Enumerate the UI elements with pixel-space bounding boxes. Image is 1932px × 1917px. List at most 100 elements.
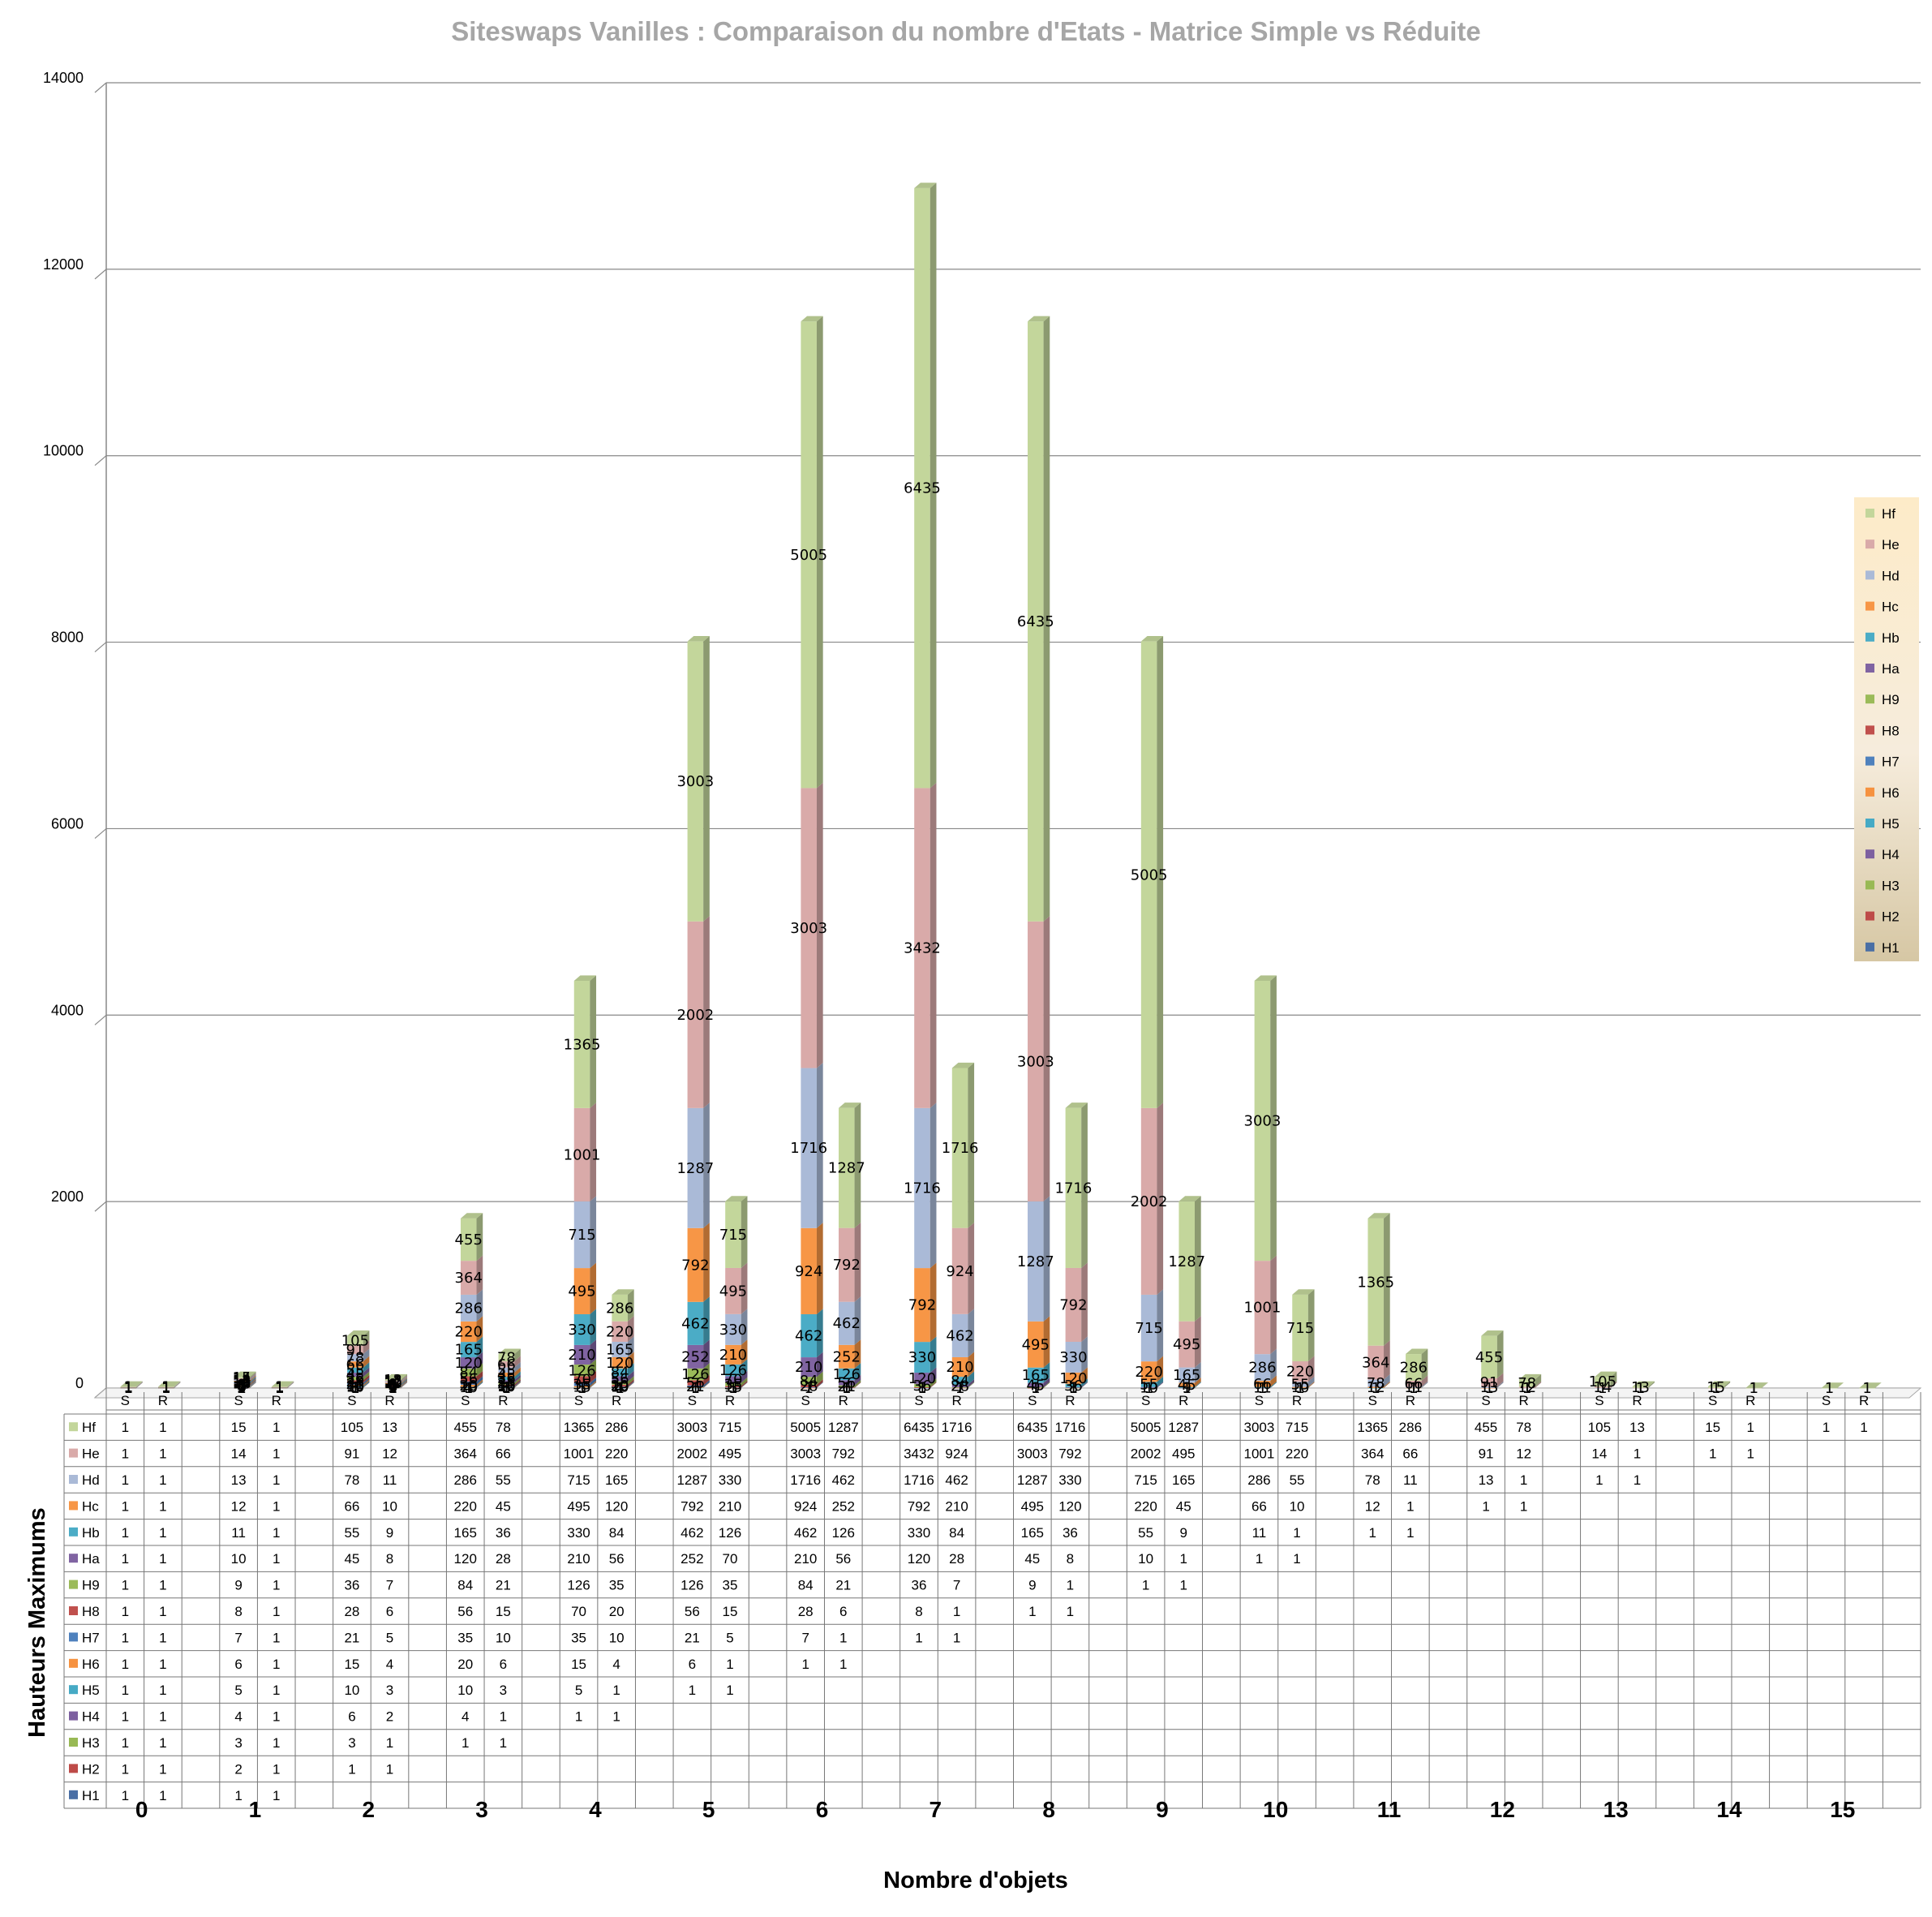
data-label-Ha-15: 28 bbox=[951, 1378, 969, 1395]
bar-segment-Hb-21 bbox=[1292, 1382, 1315, 1389]
legend-label-H4: H4 bbox=[1882, 847, 1900, 862]
bar-front bbox=[271, 1386, 288, 1387]
bar-side bbox=[816, 1062, 823, 1228]
bar-side bbox=[741, 1370, 748, 1383]
table-cell: 8 bbox=[386, 1551, 393, 1567]
bar-segment-Hc-22 bbox=[1367, 1381, 1390, 1388]
bar-side bbox=[1496, 1330, 1504, 1378]
table-cell: 1 bbox=[273, 1578, 280, 1593]
bar-side bbox=[1270, 1255, 1277, 1355]
data-label-Hb-18: 55 bbox=[1140, 1377, 1158, 1394]
bar-side bbox=[854, 1296, 861, 1345]
bar-front bbox=[498, 1367, 515, 1373]
table-cell: 126 bbox=[567, 1578, 590, 1593]
data-label-Hb-3: 1 bbox=[275, 1379, 284, 1396]
data-label-H1-2: 1 bbox=[237, 1380, 246, 1397]
data-label-He-20: 1001 bbox=[1244, 1300, 1282, 1317]
data-label-H9-10: 126 bbox=[681, 1366, 709, 1383]
data-label-H1-3: 1 bbox=[275, 1380, 284, 1397]
bar-segment-Ha-2 bbox=[234, 1378, 256, 1384]
bar-segment-Hc-4 bbox=[347, 1356, 370, 1368]
bar-front bbox=[687, 1385, 704, 1388]
table-cell: 1 bbox=[273, 1683, 280, 1698]
bar-side bbox=[1535, 1381, 1542, 1388]
table-cell: 252 bbox=[832, 1498, 855, 1514]
data-label-Hc-5: 10 bbox=[384, 1375, 402, 1392]
data-label-Ha-3: 1 bbox=[275, 1379, 284, 1396]
bar-side bbox=[136, 1382, 143, 1388]
row-key-H4 bbox=[69, 1711, 78, 1721]
bar-top bbox=[1292, 1289, 1315, 1295]
bar-front bbox=[951, 1068, 968, 1228]
bar-segment-Ha-6 bbox=[460, 1352, 483, 1369]
bar-side bbox=[854, 1382, 861, 1388]
bar-side bbox=[136, 1382, 143, 1388]
bar-segment-H6-4 bbox=[347, 1379, 370, 1386]
bar-top bbox=[1179, 1196, 1201, 1201]
bar-front bbox=[1179, 1382, 1196, 1387]
bar-segment-Hf-30 bbox=[1821, 1382, 1844, 1389]
bar-front bbox=[612, 1368, 628, 1377]
bar-segment-He-16 bbox=[1028, 916, 1050, 1201]
bar-front bbox=[460, 1387, 477, 1389]
bar-segment-Hf-7 bbox=[498, 1348, 521, 1362]
bar-side bbox=[1421, 1381, 1428, 1388]
bar-segment-Hb-12 bbox=[801, 1309, 823, 1358]
bar-side bbox=[174, 1382, 181, 1387]
data-label-Hc-4: 66 bbox=[346, 1356, 364, 1373]
group-label-9: 9 bbox=[1156, 1797, 1169, 1822]
row-key-H3 bbox=[69, 1738, 78, 1747]
table-cell: 45 bbox=[496, 1498, 511, 1514]
bar-segment-Hf-4 bbox=[347, 1330, 370, 1346]
table-cell: 105 bbox=[1588, 1420, 1611, 1435]
table-cell: 1716 bbox=[904, 1472, 934, 1488]
bar-segment-Hd-26 bbox=[1595, 1382, 1617, 1389]
row-key-H7 bbox=[69, 1632, 78, 1642]
table-cell: 220 bbox=[1286, 1446, 1308, 1462]
bar-segment-Hc-2 bbox=[234, 1375, 256, 1382]
bar-side bbox=[1648, 1382, 1655, 1388]
table-cell: 5 bbox=[386, 1630, 393, 1645]
data-label-Ha-5: 8 bbox=[389, 1377, 397, 1394]
data-label-Hc-19: 45 bbox=[1178, 1377, 1196, 1394]
table-cell: 3003 bbox=[1244, 1420, 1275, 1435]
legend-key-Hc bbox=[1865, 601, 1874, 611]
bar-segment-H8-6 bbox=[460, 1370, 483, 1382]
bar-segment-Hf-29 bbox=[1745, 1382, 1768, 1389]
bar-segment-Hb-4 bbox=[347, 1362, 370, 1373]
legend-label-H2: H2 bbox=[1882, 909, 1900, 925]
data-label-H3-0: 1 bbox=[124, 1380, 133, 1397]
table-cell: 36 bbox=[1063, 1525, 1078, 1541]
table-cell: 36 bbox=[344, 1578, 359, 1593]
bar-segment-Ha-4 bbox=[347, 1367, 370, 1378]
bar-side bbox=[476, 1379, 483, 1387]
legend-label-Ha: Ha bbox=[1882, 661, 1900, 677]
table-cell: 84 bbox=[949, 1525, 964, 1541]
legend-key-H5 bbox=[1865, 819, 1874, 827]
bar-side bbox=[1610, 1381, 1617, 1388]
bar-segment-Hf-19 bbox=[1179, 1196, 1201, 1322]
bar-side bbox=[627, 1352, 634, 1369]
table-cell: 1 bbox=[1520, 1472, 1527, 1488]
bar-side bbox=[1043, 1316, 1050, 1368]
table-cell: 12 bbox=[1516, 1446, 1531, 1462]
bar-front bbox=[460, 1294, 477, 1322]
bar-front bbox=[1065, 1107, 1082, 1268]
table-cell: 924 bbox=[794, 1498, 817, 1514]
table-cell: 1 bbox=[122, 1709, 129, 1725]
bar-top bbox=[1140, 636, 1164, 642]
bar-segment-H7-13 bbox=[838, 1382, 861, 1389]
bar-side bbox=[968, 1379, 975, 1387]
bar-side bbox=[136, 1382, 143, 1388]
bar-side bbox=[401, 1376, 408, 1383]
data-label-H1-0: 1 bbox=[124, 1380, 133, 1397]
table-cell: 5 bbox=[726, 1630, 733, 1645]
table-cell: 14 bbox=[231, 1446, 247, 1462]
bar-front bbox=[1595, 1377, 1611, 1387]
table-cell: 9 bbox=[1028, 1578, 1036, 1593]
table-cell: 66 bbox=[496, 1446, 511, 1462]
data-label-H6-5: 4 bbox=[389, 1379, 397, 1396]
data-label-H9-7: 21 bbox=[497, 1376, 516, 1393]
data-label-Hb-4: 55 bbox=[346, 1362, 364, 1379]
data-label-Hb-1: 1 bbox=[161, 1379, 170, 1396]
